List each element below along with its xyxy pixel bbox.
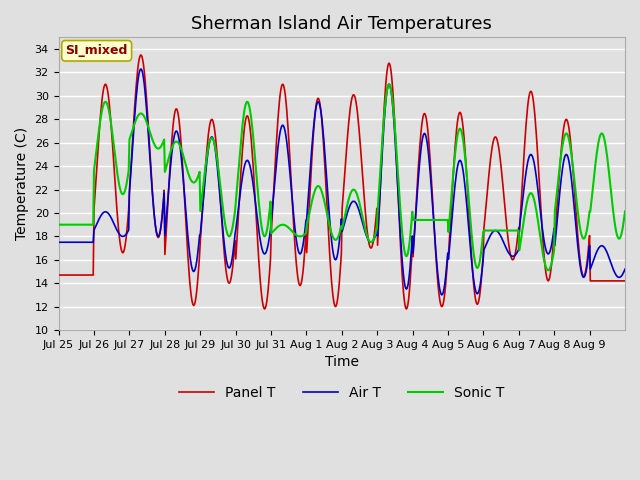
Line: Sonic T: Sonic T xyxy=(58,84,625,270)
Air T xyxy=(121,232,129,238)
Line: Panel T: Panel T xyxy=(58,55,625,309)
Legend: Panel T, Air T, Sonic T: Panel T, Air T, Sonic T xyxy=(173,380,510,405)
Panel T xyxy=(121,243,129,249)
Title: Sherman Island Air Temperatures: Sherman Island Air Temperatures xyxy=(191,15,492,33)
Line: Air T: Air T xyxy=(58,69,625,295)
X-axis label: Time: Time xyxy=(324,355,359,369)
Panel T xyxy=(254,244,262,250)
Air T xyxy=(54,240,62,245)
Sonic T xyxy=(621,208,629,214)
Air T xyxy=(275,133,283,139)
Sonic T xyxy=(253,182,261,188)
Air T xyxy=(226,264,234,270)
Panel T xyxy=(226,280,234,286)
Air T xyxy=(138,66,145,72)
Panel T xyxy=(433,274,441,280)
Sonic T xyxy=(433,217,440,223)
Sonic T xyxy=(545,267,552,273)
Sonic T xyxy=(54,222,62,228)
Air T xyxy=(254,221,262,227)
Panel T xyxy=(138,52,145,58)
Y-axis label: Temperature (C): Temperature (C) xyxy=(15,127,29,240)
Air T xyxy=(401,283,409,288)
Air T xyxy=(438,292,445,298)
Panel T xyxy=(402,305,410,311)
Air T xyxy=(621,266,629,272)
Panel T xyxy=(276,92,284,98)
Sonic T xyxy=(275,223,282,229)
Sonic T xyxy=(401,251,409,256)
Sonic T xyxy=(225,233,233,239)
Sonic T xyxy=(121,188,129,193)
Air T xyxy=(433,259,440,265)
Panel T xyxy=(621,278,629,284)
Panel T xyxy=(54,272,62,278)
Panel T xyxy=(260,306,268,312)
Text: SI_mixed: SI_mixed xyxy=(65,44,128,57)
Sonic T xyxy=(385,82,393,87)
